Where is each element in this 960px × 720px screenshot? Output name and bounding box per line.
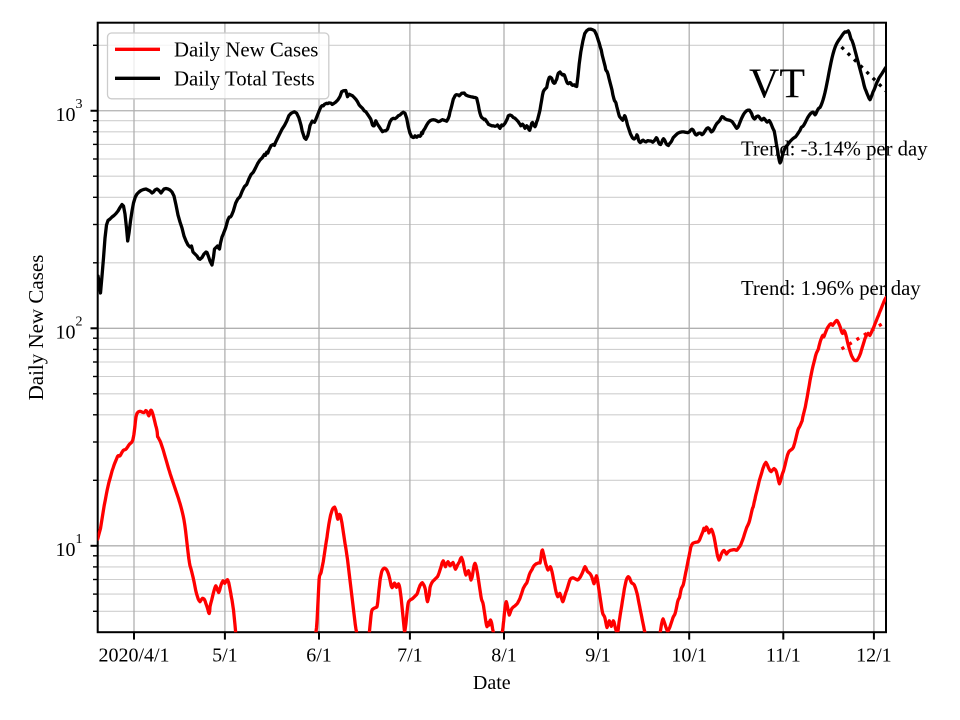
svg-text:8/1: 8/1 <box>491 645 517 667</box>
svg-text:10/1: 10/1 <box>671 645 707 667</box>
svg-text:10: 10 <box>56 322 76 344</box>
svg-text:7/1: 7/1 <box>397 645 423 667</box>
svg-text:2020/4/1: 2020/4/1 <box>98 645 169 667</box>
svg-text:Trend: 1.96% per day: Trend: 1.96% per day <box>741 278 921 300</box>
svg-text:5/1: 5/1 <box>212 645 238 667</box>
svg-text:Daily Total Tests: Daily Total Tests <box>174 68 315 91</box>
svg-text:10: 10 <box>56 104 76 126</box>
svg-text:Date: Date <box>473 672 511 694</box>
svg-text:2: 2 <box>76 315 83 330</box>
svg-text:VT: VT <box>749 62 805 108</box>
svg-text:Trend: -3.14% per day: Trend: -3.14% per day <box>741 138 928 160</box>
svg-text:Daily New Cases: Daily New Cases <box>24 255 48 401</box>
svg-text:10: 10 <box>56 539 76 561</box>
svg-text:3: 3 <box>76 97 83 112</box>
svg-text:6/1: 6/1 <box>306 645 332 667</box>
svg-text:12/1: 12/1 <box>856 645 892 667</box>
svg-text:1: 1 <box>76 532 83 547</box>
svg-text:Daily New Cases: Daily New Cases <box>174 39 318 62</box>
svg-text:11/1: 11/1 <box>766 645 801 667</box>
svg-text:9/1: 9/1 <box>585 645 611 667</box>
